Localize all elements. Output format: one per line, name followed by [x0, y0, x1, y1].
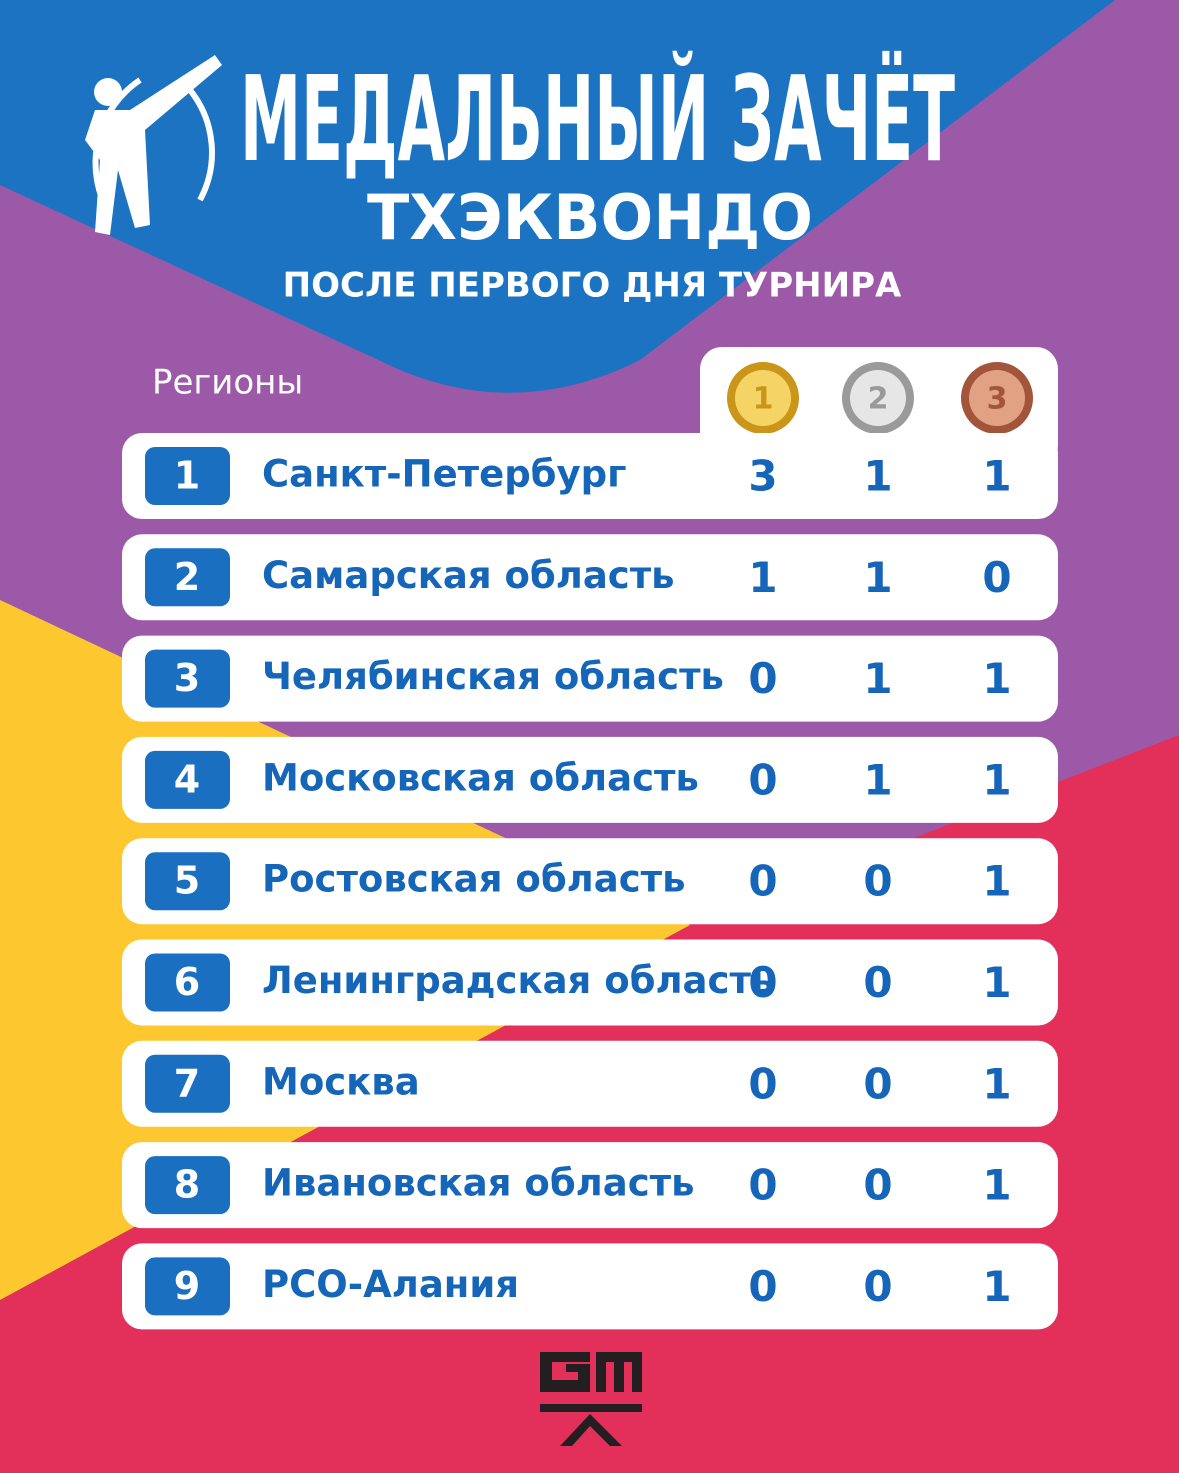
row [122, 1243, 1058, 1330]
sport: ТХЭКВОНДО [367, 181, 813, 254]
rank: 8 [174, 1163, 200, 1207]
rank-box [145, 1054, 230, 1113]
title: МЕДАЛЬНЫЙ ЗАЧЁТ [240, 50, 955, 188]
bronze-count: 1 [982, 958, 1011, 1007]
gold-count: 0 [748, 1059, 777, 1108]
rank-box [145, 1156, 230, 1215]
gold-count: 3 [748, 452, 777, 501]
silver-count: 1 [863, 553, 892, 602]
rank-box [145, 852, 230, 911]
bronze-count: 1 [982, 1161, 1011, 1210]
silver-count: 0 [863, 857, 892, 906]
region: Челябинская область [262, 655, 724, 698]
region: Ростовская область [262, 858, 686, 901]
silver-count: 1 [863, 755, 892, 804]
region: Москва [262, 1060, 420, 1103]
rank: 1 [174, 454, 200, 498]
gold-count: 0 [748, 857, 777, 906]
rank-box [145, 447, 230, 505]
region: Московская область [262, 756, 699, 799]
bronze-count: 0 [982, 553, 1011, 602]
region: Самарская область [262, 554, 675, 597]
rank: 5 [174, 859, 200, 903]
region: Ивановская область [262, 1162, 695, 1205]
bronze-count: 1 [982, 1262, 1011, 1311]
silver-count: 0 [863, 1161, 892, 1210]
silver-count: 1 [863, 654, 892, 703]
silver-count: 1 [863, 452, 892, 501]
medal-inner [735, 370, 791, 426]
row [122, 939, 1058, 1026]
gold-count: 0 [748, 1262, 777, 1311]
rank: 9 [174, 1264, 200, 1308]
row [122, 433, 1058, 519]
rank: 6 [174, 960, 200, 1004]
region: Санкт-Петербург [262, 453, 626, 496]
gold-count: 1 [748, 553, 777, 602]
row [122, 635, 1058, 722]
region: РСО-Алания [262, 1263, 519, 1306]
bronze-count: 1 [982, 755, 1011, 804]
gold-count: 0 [748, 958, 777, 1007]
rank: 2 [174, 555, 200, 599]
subtitle: ПОСЛЕ ПЕРВОГО ДНЯ ТУРНИРА [283, 266, 902, 306]
bronze-count: 1 [982, 857, 1011, 906]
rank: 7 [174, 1061, 200, 1105]
bronze-count: 1 [982, 654, 1011, 703]
background-blue [0, 0, 1115, 393]
rank-box [145, 649, 230, 708]
region-header: Регионы [152, 363, 303, 403]
medal-number: 2 [868, 382, 889, 417]
row [122, 838, 1058, 925]
footer-logo [540, 1352, 642, 1446]
gold-count: 0 [748, 1161, 777, 1210]
rank-box [145, 953, 230, 1012]
logo-athlete-figure [85, 55, 222, 235]
row [122, 1142, 1058, 1229]
silver-count: 0 [863, 958, 892, 1007]
gold-count: 0 [748, 755, 777, 804]
bronze-count: 1 [982, 452, 1011, 501]
rank-box [145, 750, 230, 809]
row [122, 534, 1058, 621]
medal-inner [969, 370, 1025, 426]
rank: 4 [174, 757, 200, 801]
medal-number: 3 [987, 382, 1008, 417]
rank: 3 [174, 656, 200, 700]
silver-count: 0 [863, 1262, 892, 1311]
silver-count: 0 [863, 1059, 892, 1108]
medal-inner [850, 370, 906, 426]
gold-count: 0 [748, 654, 777, 703]
rank-box [145, 548, 230, 607]
region: Ленинградская область [262, 959, 774, 1002]
row [122, 1040, 1058, 1127]
bronze-count: 1 [982, 1059, 1011, 1108]
rank-box [145, 1257, 230, 1316]
row [122, 736, 1058, 823]
medal-number: 1 [753, 382, 774, 417]
